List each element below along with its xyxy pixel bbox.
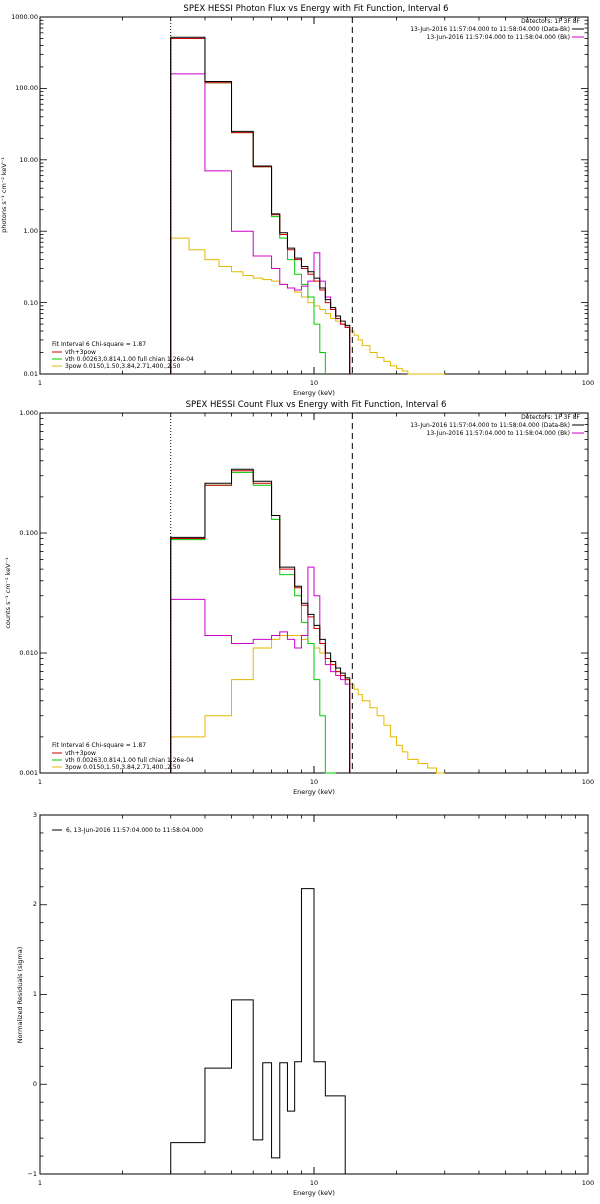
- photon-series-black: [170, 36, 351, 374]
- photon-series-magenta: [170, 73, 351, 374]
- count-series-red: [170, 470, 351, 773]
- count-top-legend-data-text: 13-Jun-2016 11:57:04.000 to 11:58:04.000…: [410, 422, 570, 429]
- count-xtick-10: 10: [310, 778, 318, 786]
- photon-top-legend-bk-text: 13-Jun-2016 11:57:04.000 to 11:58:04.000…: [427, 34, 570, 41]
- residuals-series-residuals: [170, 888, 346, 1174]
- residuals-xtick-10: 10: [310, 1179, 318, 1187]
- count-ytick-3: 1.000: [19, 409, 38, 417]
- photon-ytick-5: 1000.00: [11, 13, 38, 21]
- photon-series-group: [170, 36, 445, 375]
- count-series-group: [170, 468, 445, 774]
- photon-xlabel: Energy (keV): [293, 389, 335, 397]
- residuals-ylabel: Normalized Residuals (sigma): [16, 947, 24, 1044]
- photon-chart-title: SPEX HESSI Photon Flux vs Energy with Fi…: [183, 4, 448, 14]
- count-detectors-label: Detectors: 1F 3F 8F: [521, 414, 580, 421]
- residuals-panel: 1 10 100 Energy (keV) −1 0 1 2 3 Normali…: [16, 811, 594, 1197]
- photon-flux-panel: SPEX HESSI Photon Flux vs Energy with Fi…: [0, 4, 594, 397]
- photon-axis-ticks: [39, 17, 589, 375]
- photon-ytick-2: 1.00: [24, 227, 38, 235]
- count-chart-title: SPEX HESSI Count Flux vs Energy with Fit…: [186, 400, 447, 410]
- count-series-green: [170, 471, 336, 774]
- count-axis-ticks: [39, 413, 589, 774]
- photon-top-legend-data-text: 13-Jun-2016 11:57:04.000 to 11:58:04.000…: [410, 26, 570, 33]
- photon-series-yellow: [170, 237, 445, 375]
- count-ytick-2: 0.100: [19, 529, 38, 537]
- residuals-ytick-1: 0: [33, 1080, 37, 1088]
- residuals-legend-text: 6, 13-Jun-2016 11:57:04.000 to 11:58:04.…: [66, 827, 203, 834]
- residuals-ytick-3: 2: [33, 900, 37, 908]
- photon-xtick-100: 100: [582, 379, 594, 387]
- photon-fit-legend-header: Fit Interval 6 Chi-square = 1.87: [52, 341, 146, 348]
- count-series-magenta: [170, 566, 351, 773]
- residuals-ytick-0: −1: [27, 1170, 37, 1178]
- residuals-xtick-1: 1: [38, 1179, 42, 1187]
- count-series-black: [170, 468, 351, 773]
- count-xtick-1: 1: [38, 778, 42, 786]
- photon-ylabel: photons s⁻¹ cm⁻² keV⁻¹: [0, 157, 8, 233]
- count-fit-legend-header: Fit Interval 6 Chi-square = 1.87: [52, 742, 146, 749]
- photon-ytick-1: 0.10: [24, 299, 38, 307]
- photon-ytick-3: 10.00: [19, 156, 38, 164]
- count-series-yellow: [170, 634, 445, 774]
- photon-xtick-1: 1: [38, 379, 42, 387]
- photon-fit-legend-vth-text: vth 0.00263,0.814,1.00 full chian 1.26e-…: [65, 356, 194, 363]
- photon-detectors-label: Detectors: 1F 3F 8F: [521, 18, 580, 25]
- residuals-xtick-100: 100: [582, 1179, 594, 1187]
- residuals-ytick-2: 1: [33, 990, 37, 998]
- count-ytick-1: 0.010: [19, 649, 38, 657]
- count-fit-legend-vth-text: vth 0.00263,0.814,1.00 full chian 1.26e-…: [65, 757, 194, 764]
- count-flux-panel: SPEX HESSI Count Flux vs Energy with Fit…: [4, 400, 594, 796]
- residuals-axis-ticks: [39, 814, 589, 1175]
- photon-ytick-0: 0.01: [24, 370, 38, 378]
- photon-xtick-10: 10: [310, 379, 318, 387]
- photon-series-green: [170, 37, 326, 374]
- count-xtick-100: 100: [582, 778, 594, 786]
- count-fit-legend-3pow-text: 3pow 0.0150,1.50,3.84,2.71,400.,2.50: [65, 764, 181, 771]
- count-fit-legend-total-text: vth+3pow: [65, 750, 96, 757]
- count-top-legend-bk-text: 13-Jun-2016 11:57:04.000 to 11:58:04.000…: [427, 430, 570, 437]
- residuals-series-group: [170, 888, 346, 1174]
- photon-ytick-4: 100.00: [15, 84, 38, 92]
- residuals-xlabel: Energy (keV): [293, 1189, 335, 1197]
- photon-series-red: [170, 37, 351, 374]
- count-xlabel: Energy (keV): [293, 788, 335, 796]
- photon-fit-legend-3pow-text: 3pow 0.0150,1.50,3.84,2.71,400.,2.50: [65, 363, 181, 370]
- count-ylabel: counts s⁻¹ cm⁻² keV⁻¹: [4, 557, 12, 629]
- residuals-ytick-4: 3: [33, 811, 37, 819]
- count-ytick-0: 0.001: [19, 769, 38, 777]
- photon-fit-legend-total-text: vth+3pow: [65, 349, 96, 356]
